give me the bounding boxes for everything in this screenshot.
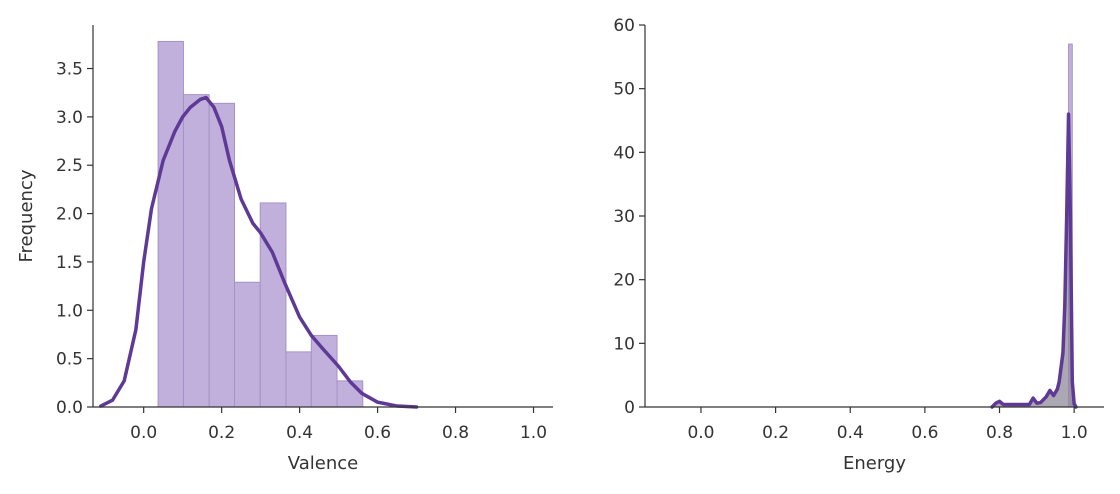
energy-x-tick-label: 1.0 bbox=[1061, 423, 1088, 443]
valence-y-tick-label: 0.0 bbox=[56, 398, 83, 418]
energy-x-tick-label: 0.4 bbox=[837, 423, 864, 443]
valence-histogram-bar bbox=[259, 202, 287, 408]
valence-histogram-bar bbox=[208, 102, 236, 408]
valence-y-tick-label: 1.0 bbox=[56, 301, 83, 321]
valence-x-tick-label: 0.2 bbox=[208, 423, 235, 443]
energy-y-tick-label: 60 bbox=[613, 16, 635, 36]
valence-x-tick-label: 1.0 bbox=[520, 423, 547, 443]
valence-y-tick-label: 2.0 bbox=[56, 205, 83, 225]
energy-y-tick-label: 40 bbox=[613, 143, 635, 163]
valence-y-tick-label: 0.5 bbox=[56, 350, 83, 370]
valence-y-tick-label: 3.5 bbox=[56, 60, 83, 80]
valence-y-tick-label: 2.5 bbox=[56, 156, 83, 176]
valence-x-tick-label: 0.8 bbox=[442, 423, 469, 443]
energy-density-fill bbox=[992, 114, 1077, 407]
valence-x-tick-label: 0.6 bbox=[364, 423, 391, 443]
energy-density-curve bbox=[990, 112, 1078, 409]
valence-histogram-bar bbox=[157, 40, 184, 408]
valence-histogram-bar bbox=[182, 94, 210, 408]
energy-x-tick-label: 0.6 bbox=[911, 423, 938, 443]
valence-y-tick-label: 3.0 bbox=[56, 108, 83, 128]
energy-y-tick-label: 20 bbox=[613, 271, 635, 291]
valence-histogram-bar bbox=[336, 380, 364, 408]
valence-histogram-bar bbox=[285, 351, 312, 408]
valence-density-curve bbox=[99, 95, 419, 409]
valence-x-axis-label: Valence bbox=[288, 453, 358, 474]
energy-y-tick-label: 10 bbox=[613, 334, 635, 354]
valence-histogram-panel: 0.0 0.2 0.4 0.6 0.8 1.0 0.0 0.5 1.0 1.5 2.0 2.5 3.0 3… bbox=[16, 25, 553, 474]
valence-x-tick-label: 0.0 bbox=[130, 423, 157, 443]
energy-x-tick-label: 0.8 bbox=[986, 423, 1013, 443]
energy-histogram-panel: 0.0 0.2 0.4 0.6 0.8 1.0 0 10 20 30 40 50 60 Energy bbox=[613, 16, 1104, 474]
valence-y-axis-label: Frequency bbox=[16, 169, 37, 262]
valence-x-tick-label: 0.4 bbox=[286, 423, 313, 443]
energy-x-tick-label: 0.0 bbox=[687, 423, 714, 443]
energy-y-tick-label: 30 bbox=[613, 207, 635, 227]
energy-y-tick-label: 0 bbox=[624, 398, 635, 418]
energy-x-tick-label: 0.2 bbox=[762, 423, 789, 443]
energy-y-tick-label: 50 bbox=[613, 80, 635, 100]
valence-histogram-bar bbox=[310, 334, 338, 408]
valence-histogram-bar bbox=[234, 281, 261, 408]
valence-y-tick-label: 1.5 bbox=[56, 253, 83, 273]
energy-x-axis-label: Energy bbox=[843, 453, 906, 474]
